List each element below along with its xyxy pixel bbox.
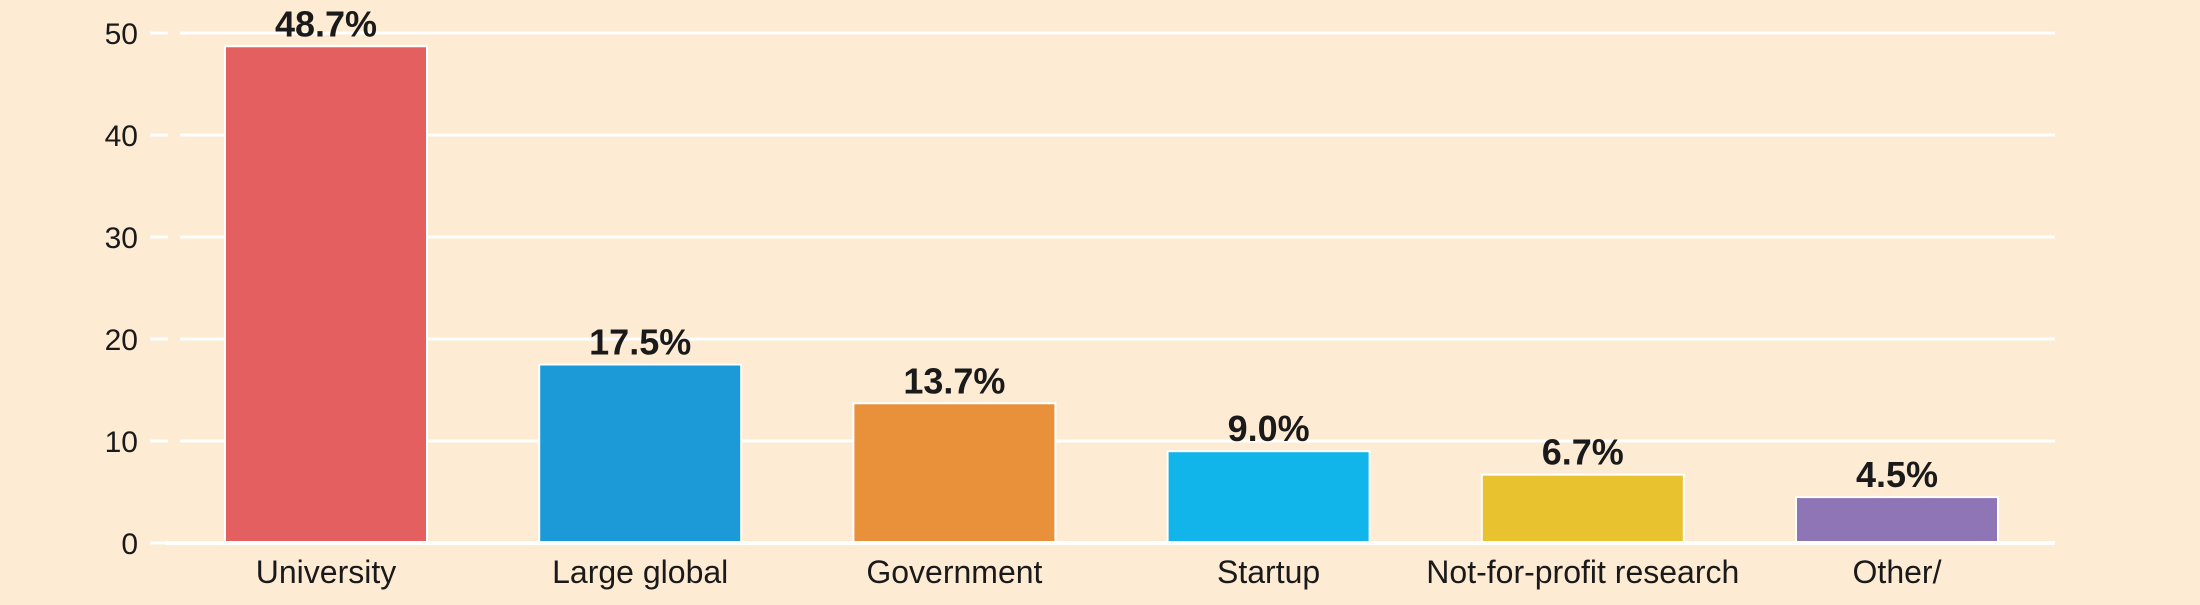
value-label: 17.5% xyxy=(589,322,691,363)
y-axis-ticks: 0 10 20 30 40 50 xyxy=(105,18,168,561)
value-label: 4.5% xyxy=(1856,454,1938,495)
y-tick-label: 10 xyxy=(105,426,138,459)
value-label: 48.7% xyxy=(275,3,377,44)
category-label: Large global xyxy=(552,554,728,590)
y-tick-label: 40 xyxy=(105,120,138,153)
bar-3 xyxy=(852,402,1057,545)
value-label: 13.7% xyxy=(903,360,1005,401)
category-label: Not-for-profit research xyxy=(1426,554,1739,590)
bar-4 xyxy=(1166,450,1371,545)
category-label: Startup xyxy=(1217,554,1320,590)
value-label: 9.0% xyxy=(1228,408,1310,449)
y-tick-label: 50 xyxy=(105,18,138,51)
value-label: 6.7% xyxy=(1542,432,1624,473)
bar-6 xyxy=(1795,496,1999,545)
bars xyxy=(224,45,1999,545)
bar-5 xyxy=(1480,473,1685,544)
y-tick-label: 30 xyxy=(105,222,138,255)
category-label: Government xyxy=(866,554,1042,590)
y-tick-label: 20 xyxy=(105,324,138,357)
gridlines xyxy=(180,31,2055,443)
bar-2 xyxy=(538,363,743,544)
category-label: University xyxy=(256,554,396,590)
category-labels: University Large global Government Startup N… xyxy=(256,554,1942,590)
value-labels: 48.7% 17.5% 13.7% 9.0% 6.7% 4.5% xyxy=(275,3,1938,495)
bar-1 xyxy=(224,45,428,544)
y-tick-label: 0 xyxy=(121,528,138,561)
category-label: Other/ xyxy=(1853,554,1942,590)
